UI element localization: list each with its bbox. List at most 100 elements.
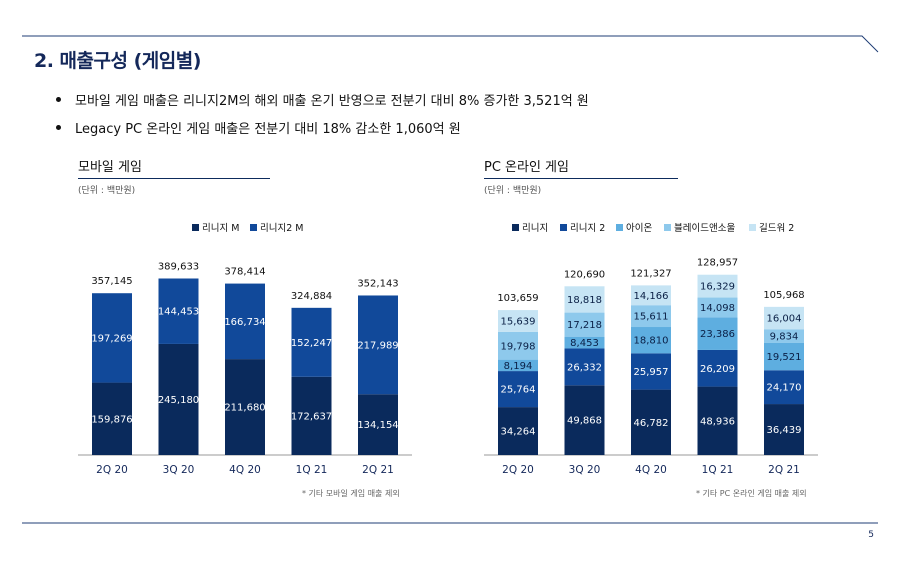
- legend-label-5: 길드워 2: [759, 222, 794, 234]
- data-label: 166,734: [224, 317, 265, 328]
- bullet-item: Legacy PC 온라인 게임 매출은 전분기 대비 18% 감소한 1,06…: [56, 113, 589, 141]
- total-label: 352,143: [357, 278, 398, 289]
- header-rule-line: [22, 35, 879, 53]
- pc-footnote: * 기타 PC 온라인 게임 매출 제외: [696, 489, 807, 498]
- total-label: 378,414: [224, 267, 265, 278]
- bar-segment: [764, 342, 804, 371]
- bullet-dot-icon: [56, 124, 61, 130]
- page-number: 5: [868, 530, 874, 540]
- bullet-dot-icon: [56, 96, 61, 102]
- data-label: 134,154: [357, 420, 398, 431]
- legend-label-2: 리니지2 M: [260, 223, 303, 234]
- bar-segment: [358, 295, 398, 395]
- data-label: 15,611: [634, 312, 669, 323]
- data-label: 48,936: [700, 416, 735, 427]
- data-label: 16,004: [767, 314, 802, 325]
- total-label: 128,957: [697, 258, 738, 269]
- pc-chart-title: PC 온라인 게임: [484, 156, 678, 179]
- data-label: 25,764: [501, 385, 536, 396]
- data-label: 36,439: [767, 425, 802, 436]
- x-tick-label: 3Q 20: [163, 464, 195, 476]
- bar-segment: [564, 286, 605, 313]
- bar-segment: [764, 404, 804, 455]
- data-label: 15,639: [501, 317, 536, 328]
- data-label: 24,170: [767, 383, 802, 394]
- bar-segment: [764, 306, 804, 330]
- x-tick-label: 1Q 21: [702, 464, 734, 476]
- legend-swatch-3: [616, 224, 623, 231]
- bar-segment: [764, 329, 804, 343]
- x-tick-label: 2Q 20: [502, 464, 534, 476]
- data-label: 19,798: [501, 341, 536, 352]
- data-label: 16,329: [700, 282, 735, 293]
- legend-swatch-2: [560, 224, 567, 231]
- bar-segment: [498, 331, 538, 360]
- legend-swatch-4: [664, 224, 671, 231]
- bar-segment: [564, 336, 605, 349]
- x-tick-label: 1Q 21: [296, 464, 328, 476]
- data-label: 26,332: [567, 362, 602, 373]
- bar-segment: [564, 348, 605, 386]
- bullet-text: Legacy PC 온라인 게임 매출은 전분기 대비 18% 감소한 1,06…: [75, 121, 461, 137]
- bar-segment: [697, 317, 738, 350]
- x-tick-label: 2Q 21: [362, 464, 394, 476]
- legend-label-2: 리니지 2: [570, 223, 605, 234]
- legend-label-1: 리니지: [522, 223, 548, 234]
- x-tick-label: 3Q 20: [569, 464, 601, 476]
- pc-chart-title-text: PC 온라인 게임: [484, 160, 569, 175]
- bar-segment: [358, 394, 398, 455]
- page-title: 2. 매출구성 (게임별): [34, 50, 201, 72]
- legend-swatch-5: [749, 224, 756, 231]
- bar-segment: [291, 376, 332, 455]
- x-tick-label: 4Q 20: [635, 464, 667, 476]
- bar-segment: [631, 327, 671, 354]
- mobile-chart-title-text: 모바일 게임: [78, 160, 142, 175]
- bar-segment: [498, 359, 538, 372]
- bullet-text: 모바일 게임 매출은 리니지2M의 해외 매출 온기 반영으로 전분기 대비 8…: [75, 93, 589, 109]
- data-label: 26,209: [700, 364, 735, 375]
- bar-segment: [291, 307, 332, 377]
- legend-label-3: 아이온: [626, 223, 652, 234]
- bullet-item: 모바일 게임 매출은 리니지2M의 해외 매출 온기 반영으로 전분기 대비 8…: [56, 85, 589, 113]
- data-label: 18,810: [634, 336, 669, 347]
- summary-bullets: 모바일 게임 매출은 리니지2M의 해외 매출 온기 반영으로 전분기 대비 8…: [56, 85, 589, 141]
- data-label: 46,782: [634, 418, 669, 429]
- total-label: 120,690: [564, 269, 605, 280]
- data-label: 245,180: [158, 395, 199, 406]
- bar-segment: [697, 297, 738, 318]
- bar-segment: [498, 310, 538, 332]
- data-label: 197,269: [91, 333, 132, 344]
- mobile-unit-note: (단위 : 백만원): [78, 186, 136, 196]
- legend-label-1: 리니지 M: [202, 223, 239, 234]
- bar-segment: [225, 283, 265, 360]
- legend-swatch-2: [250, 224, 257, 231]
- bar-segment: [697, 274, 738, 298]
- bar-segment: [697, 349, 738, 387]
- total-label: 357,145: [91, 276, 132, 287]
- bar-segment: [564, 312, 605, 337]
- data-label: 8,194: [504, 361, 533, 372]
- total-label: 324,884: [291, 291, 332, 302]
- data-label: 17,218: [567, 320, 602, 331]
- data-label: 152,247: [291, 338, 332, 349]
- bar-segment: [225, 359, 265, 455]
- data-label: 14,098: [700, 303, 735, 314]
- bar-segment: [697, 386, 738, 455]
- bar-segment: [498, 371, 538, 408]
- data-label: 9,834: [770, 332, 799, 343]
- bar-segment: [158, 278, 199, 344]
- data-label: 8,453: [570, 338, 599, 349]
- legend-swatch-1: [512, 224, 519, 231]
- data-label: 144,453: [158, 307, 199, 318]
- bar-segment: [158, 343, 199, 455]
- pc-unit-note: (단위 : 백만원): [484, 186, 542, 196]
- total-label: 389,633: [158, 261, 199, 272]
- bar-segment: [92, 382, 132, 455]
- data-label: 172,637: [291, 411, 332, 422]
- data-label: 19,521: [767, 352, 802, 363]
- total-label: 121,327: [630, 268, 671, 279]
- pc-chart-underline: [484, 178, 678, 179]
- mobile-footnote: * 기타 모바일 게임 매출 제외: [302, 489, 400, 498]
- data-label: 211,680: [224, 403, 265, 414]
